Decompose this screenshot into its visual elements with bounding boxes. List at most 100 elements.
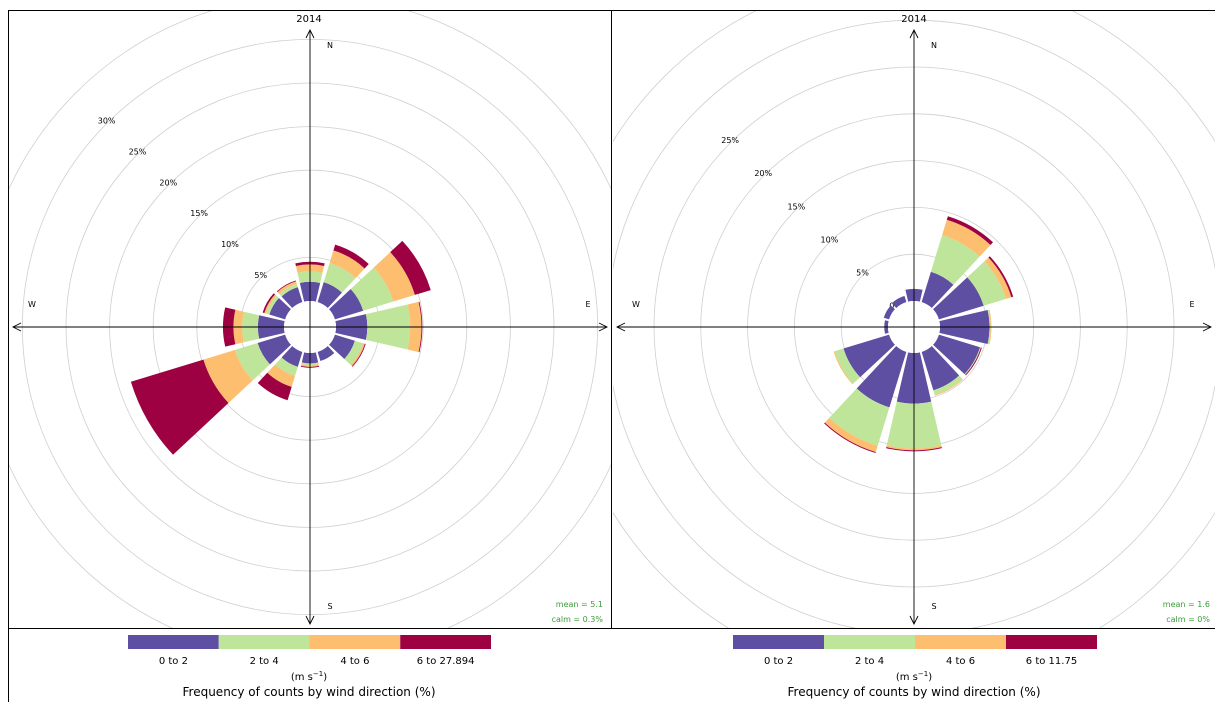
wind-sector-bar	[350, 267, 394, 311]
legend-swatch	[733, 635, 824, 649]
legend-swatch	[309, 635, 401, 649]
panel-title: 2014	[901, 14, 926, 25]
compass-label-s: S	[931, 602, 936, 611]
legend-title: Frequency of counts by wind direction (%…	[183, 685, 436, 699]
axis-arrowhead	[11, 322, 22, 332]
radial-tick-label: 20%	[159, 178, 177, 187]
wind-sector-bar	[833, 351, 854, 385]
wind-sector-bar	[843, 334, 895, 378]
legend-swatch	[1006, 635, 1097, 649]
wind-sector-bar	[267, 364, 295, 387]
wind-sector-bar	[824, 417, 878, 453]
legend-swatch	[400, 635, 491, 649]
radial-tick-label: 5%	[254, 271, 267, 280]
mean-speed-label: mean = 5.1	[556, 600, 603, 609]
wind-sector-bar	[933, 375, 963, 395]
legend-swatch	[218, 635, 310, 649]
wind-sector-bar	[987, 309, 991, 345]
compass-label-w: W	[28, 300, 36, 309]
legend-label: 6 to 27.894	[417, 656, 475, 667]
wind-sector-bar	[203, 349, 253, 404]
wind-sector-bar	[275, 357, 298, 377]
axis-arrowhead	[305, 28, 315, 39]
wind-sector-bar	[257, 334, 291, 365]
wind-sector-bar	[373, 252, 415, 302]
wind-sector-bar	[933, 277, 984, 320]
axis-arrowhead	[305, 615, 315, 626]
wind-sector-bar	[351, 343, 366, 367]
radial-tick-label: 25%	[721, 136, 739, 145]
wind-sector-bar	[281, 346, 303, 367]
wind-sector-bar	[933, 334, 981, 375]
compass-label-n: N	[931, 41, 937, 50]
wind-sector-bar	[390, 240, 431, 295]
compass-label-n: N	[327, 41, 333, 50]
wind-rose-panel-1: 5% 10% 15% 20% 25% 30% N E S W 2014 mean = 5.1 c…	[8, 10, 611, 699]
wind-sector-bar	[988, 309, 992, 345]
wind-sector-bar	[988, 256, 1014, 298]
legend-swatch	[915, 635, 1006, 649]
legend-label: 4 to 6	[946, 656, 975, 667]
wind-sector-bar	[891, 295, 907, 308]
wind-sector-bar	[329, 334, 355, 359]
legend-label: 2 to 4	[250, 656, 279, 667]
wind-sector-bar	[329, 250, 365, 279]
wind-sector-bar	[277, 281, 297, 294]
wind-sector-bar	[269, 297, 291, 320]
wind-sector-bar	[344, 340, 364, 365]
legend-swatch	[824, 635, 915, 649]
wind-sector-bar	[264, 294, 277, 314]
mean-speed-label: mean = 1.6	[1163, 600, 1210, 609]
wind-sector-bar	[257, 372, 292, 401]
axis-arrowhead	[615, 322, 626, 332]
wind-sector-bar	[930, 235, 980, 285]
wind-sector-bar	[276, 280, 297, 293]
legend-label: 4 to 6	[340, 656, 369, 667]
wind-sector-bar	[886, 445, 942, 451]
wind-sector-bar	[834, 348, 861, 384]
axis-arrowhead	[909, 615, 919, 626]
legend-label: 0 to 2	[159, 656, 188, 667]
wind-sector-bar	[883, 305, 895, 320]
wind-sector-bar	[856, 346, 907, 408]
radial-tick-label: 20%	[754, 169, 772, 178]
wind-sector-bar	[317, 282, 342, 308]
wind-sector-bar	[984, 257, 1012, 299]
axis-arrowhead	[1202, 322, 1213, 332]
wind-sector-bar	[946, 216, 994, 246]
wind-sector-bar	[281, 287, 303, 308]
wind-sector-bar	[965, 347, 982, 376]
compass-label-e: E	[1189, 300, 1194, 309]
wind-sector-bar	[329, 289, 364, 320]
radial-tick-label: 30%	[98, 117, 116, 126]
wind-sector-bar	[130, 359, 229, 455]
legend-label: 6 to 11.75	[1026, 656, 1077, 667]
wind-sector-bar	[333, 244, 369, 269]
radial-tick-label: 5%	[856, 269, 869, 278]
radial-tick-label: 10%	[221, 240, 239, 249]
legend-unit: (m s−1)	[291, 670, 327, 683]
wind-sector-bar	[235, 343, 270, 381]
wind-sector-bar	[942, 219, 991, 257]
panel-title: 2014	[296, 14, 321, 25]
wind-sector-bar	[279, 283, 298, 297]
wind-sector-bar	[967, 261, 1006, 306]
compass-label-s: S	[327, 602, 332, 611]
wind-sector-bar	[934, 378, 964, 396]
legend-unit: (m s−1)	[896, 670, 932, 683]
wind-sector-bar	[418, 301, 423, 353]
calm-label: calm = 0.3%	[552, 615, 604, 624]
radial-tick-label: 10%	[821, 235, 839, 244]
wind-sector-bar	[829, 388, 890, 446]
grid-ring	[613, 19, 1215, 628]
axis-arrowhead	[909, 28, 919, 39]
wind-sector-bar	[317, 346, 335, 362]
radial-tick-label: 25%	[129, 147, 147, 156]
wind-sector-bar	[300, 365, 320, 368]
wind-sector-bar	[921, 346, 960, 391]
legend-label: 0 to 2	[764, 656, 793, 667]
wind-sector-bar	[964, 347, 981, 375]
panel-frame	[8, 10, 1215, 702]
wind-sector-bar	[921, 271, 954, 308]
